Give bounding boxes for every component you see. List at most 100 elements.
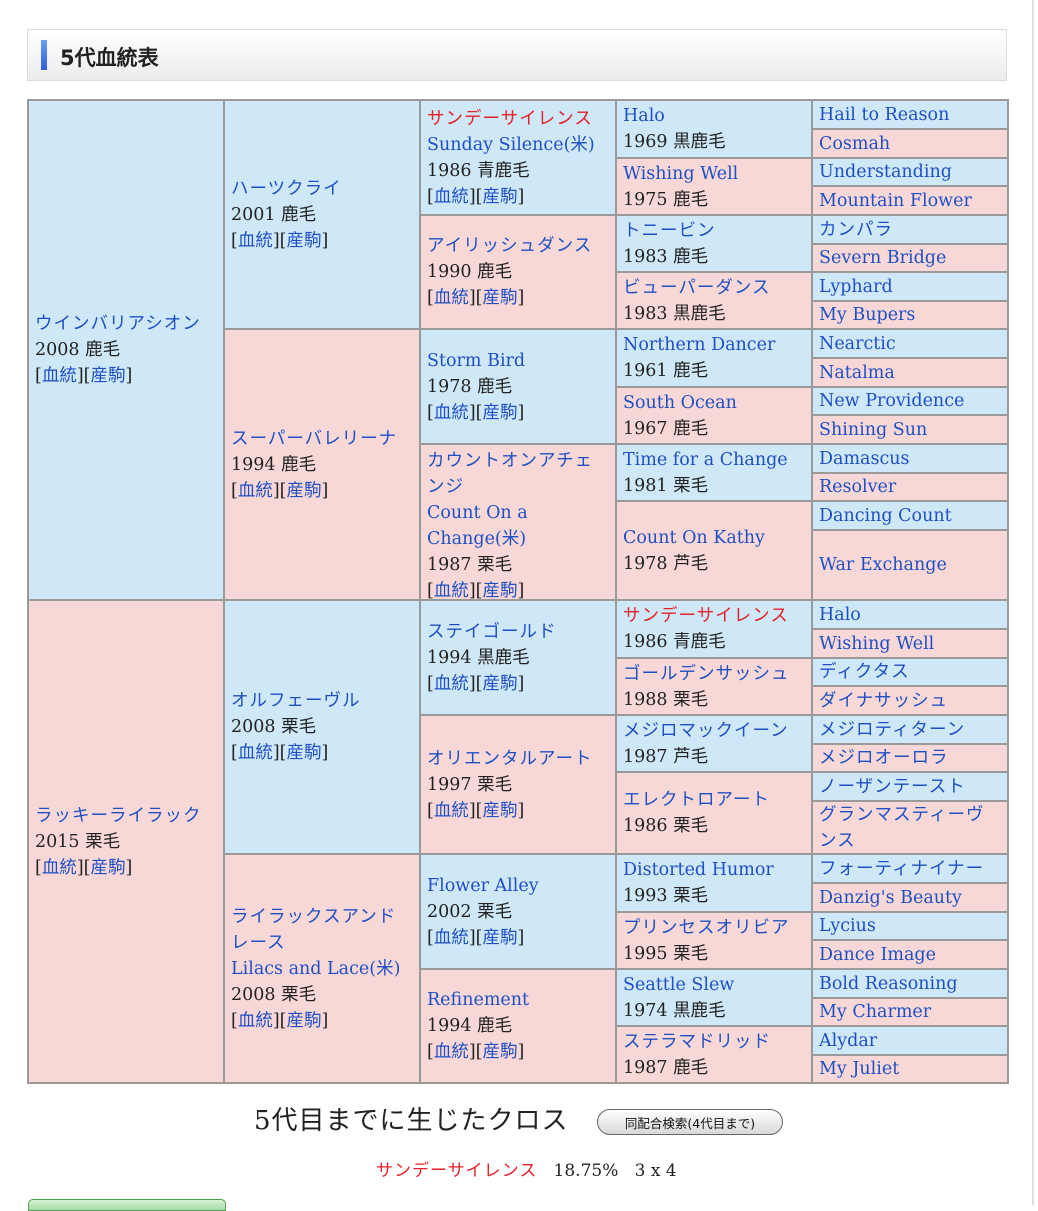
horse-name-link[interactable]: アイリッシュダンス — [427, 236, 593, 256]
pedigree-link[interactable]: 血統 — [433, 402, 469, 423]
cross-horse-link[interactable]: サンデーサイレンス — [376, 1161, 538, 1181]
horse-name-link[interactable]: メジロマックイーン — [623, 720, 789, 741]
pedigree-g5-8: My Bupers — [812, 301, 1008, 329]
horse-name-link[interactable]: Bold Reasoning — [819, 973, 958, 994]
pedigree-link[interactable]: 血統 — [237, 1010, 273, 1031]
horse-name-link[interactable]: Wishing Well — [819, 633, 935, 654]
offspring-link[interactable]: 産駒 — [482, 186, 518, 207]
horse-name-link[interactable]: Lyphard — [819, 276, 893, 297]
offspring-link[interactable]: 産駒 — [482, 927, 518, 948]
scrollbar[interactable] — [1032, 0, 1034, 1205]
pedigree-g4-3: トニービン 1983 鹿毛 — [616, 215, 812, 272]
horse-name-link[interactable]: ハーツクライ — [231, 178, 342, 199]
pedigree-link[interactable]: 血統 — [433, 581, 469, 601]
horse-name-link[interactable]: ラッキーライラック — [35, 805, 202, 826]
horse-name-link[interactable]: ディクタス — [819, 662, 910, 682]
offspring-link[interactable]: 産駒 — [482, 1042, 518, 1062]
pedigree-g5-29: Bold Reasoning — [812, 969, 1008, 998]
horse-name-link[interactable]: スーパーバレリーナ — [231, 428, 398, 449]
horse-name-link[interactable]: Distorted Humor — [623, 860, 774, 880]
horse-name-link[interactable]: Refinement — [427, 990, 530, 1010]
horse-name-link[interactable]: メジロオーロラ — [819, 748, 949, 768]
offspring-link[interactable]: 産駒 — [482, 402, 518, 423]
horse-name-link[interactable]: ステイゴールド — [427, 621, 557, 642]
horse-name-link[interactable]: Seattle Slew — [623, 974, 735, 995]
pedigree-link[interactable]: 血統 — [433, 673, 469, 694]
pedigree-link[interactable]: 血統 — [41, 366, 77, 386]
horse-name-link[interactable]: Severn Bridge — [819, 248, 947, 268]
horse-name-link[interactable]: オリエンタルアート — [427, 748, 593, 769]
pedigree-link[interactable]: 血統 — [237, 743, 273, 763]
horse-name-en-link[interactable]: Lilacs and Lace(米) — [231, 958, 401, 979]
pedigree-link[interactable]: 血統 — [433, 288, 469, 308]
horse-name-link[interactable]: Understanding — [819, 162, 952, 182]
green-button-partial[interactable] — [28, 1199, 226, 1211]
horse-name-link[interactable]: Time for a Change — [623, 449, 788, 470]
horse-name-link[interactable]: ダイナサッシュ — [819, 690, 949, 711]
pedigree-link[interactable]: 血統 — [237, 230, 273, 251]
pedigree-link[interactable]: 血統 — [433, 1042, 469, 1062]
horse-name-link[interactable]: Lycius — [819, 916, 876, 936]
horse-name-link[interactable]: Nearctic — [819, 333, 896, 354]
horse-name-link[interactable]: South Ocean — [623, 392, 737, 413]
horse-name-link[interactable]: Alydar — [819, 1030, 878, 1051]
horse-name-link[interactable]: Count On Kathy — [623, 527, 765, 548]
horse-name-link[interactable]: ノーザンテースト — [819, 776, 966, 797]
horse-name-link[interactable]: Danzig's Beauty — [819, 887, 962, 908]
horse-name-link[interactable]: サンデーサイレンス — [623, 606, 789, 626]
same-cross-search-button[interactable]: 同配合検索(4代目まで) — [597, 1109, 783, 1135]
horse-name-link[interactable]: カンパラ — [819, 219, 893, 240]
offspring-link[interactable]: 産駒 — [286, 1010, 322, 1031]
horse-name-link[interactable]: Hail to Reason — [819, 104, 950, 125]
horse-name-link[interactable]: Dancing Count — [819, 505, 952, 526]
horse-name-link[interactable]: Resolver — [819, 477, 897, 497]
horse-name-link[interactable]: My Bupers — [819, 305, 916, 325]
horse-name-link[interactable]: Cosmah — [819, 133, 891, 154]
horse-name-link[interactable]: ステラマドリッド — [623, 1031, 771, 1052]
horse-name-link[interactable]: Damascus — [819, 448, 910, 469]
offspring-link[interactable]: 産駒 — [286, 230, 322, 251]
horse-name-link[interactable]: トニービン — [623, 220, 716, 241]
horse-name-link[interactable]: Shining Sun — [819, 419, 928, 440]
horse-name-link[interactable]: ゴールデンサッシュ — [623, 663, 790, 684]
horse-name-en-link[interactable]: Count On a Change(米) — [427, 503, 528, 549]
horse-name-link[interactable]: オルフェーヴル — [231, 691, 361, 711]
horse-name-link[interactable]: New Providence — [819, 391, 965, 411]
horse-name-link[interactable]: Natalma — [819, 362, 895, 383]
horse-name-link[interactable]: Flower Alley — [427, 875, 539, 896]
pedigree-link[interactable]: 血統 — [237, 480, 273, 501]
horse-name-link[interactable]: My Charmer — [819, 1002, 932, 1022]
horse-name-link[interactable]: War Exchange — [819, 555, 947, 575]
horse-name-link[interactable]: グランマスティーヴンス — [819, 804, 985, 851]
offspring-link[interactable]: 産駒 — [286, 480, 322, 501]
offspring-link[interactable]: 産駒 — [90, 366, 126, 386]
horse-name-en-link[interactable]: Sunday Silence(米) — [427, 134, 595, 155]
offspring-link[interactable]: 産駒 — [482, 800, 518, 821]
horse-name-link[interactable]: フォーティナイナー — [819, 858, 985, 879]
horse-name-link[interactable]: カウントオンアチェンジ — [427, 451, 594, 497]
horse-name-link[interactable]: Northern Dancer — [623, 335, 776, 355]
horse-name-link[interactable]: Halo — [623, 106, 665, 126]
offspring-link[interactable]: 産駒 — [482, 581, 518, 601]
horse-name-link[interactable]: Mountain Flower — [819, 190, 972, 211]
pedigree-link[interactable]: 血統 — [41, 857, 77, 878]
horse-name-link[interactable]: My Juliet — [819, 1059, 900, 1079]
horse-name-link[interactable]: Dance Image — [819, 944, 936, 965]
horse-name-link[interactable]: ライラックスアンドレース — [231, 906, 397, 953]
offspring-link[interactable]: 産駒 — [286, 743, 322, 763]
horse-name-link[interactable]: エレクトロアート — [623, 790, 770, 810]
offspring-link[interactable]: 産駒 — [482, 288, 518, 308]
horse-name-link[interactable]: プリンセスオリビア — [623, 917, 790, 938]
horse-name-link[interactable]: ウインバリアシオン — [35, 314, 201, 334]
horse-name-link[interactable]: Wishing Well — [623, 163, 739, 184]
horse-name-link[interactable]: サンデーサイレンス — [427, 108, 593, 129]
horse-name-link[interactable]: ビューパーダンス — [623, 277, 771, 298]
pedigree-link[interactable]: 血統 — [433, 800, 469, 821]
horse-name-link[interactable]: Halo — [819, 604, 861, 625]
offspring-link[interactable]: 産駒 — [482, 673, 518, 694]
horse-name-link[interactable]: Storm Bird — [427, 350, 526, 371]
horse-name-link[interactable]: メジロティターン — [819, 719, 966, 740]
pedigree-link[interactable]: 血統 — [433, 186, 469, 207]
pedigree-link[interactable]: 血統 — [433, 927, 469, 948]
offspring-link[interactable]: 産駒 — [90, 857, 126, 878]
